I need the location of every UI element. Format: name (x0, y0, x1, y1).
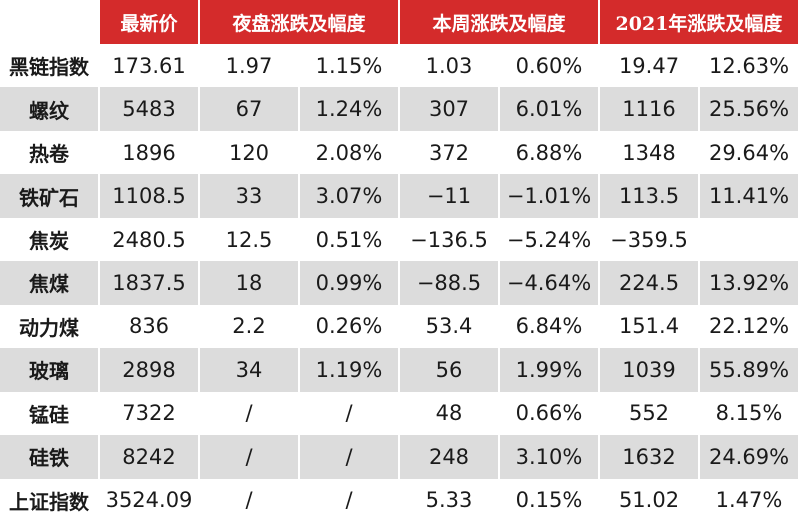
table-cell: 1.47% (700, 478, 800, 522)
table-cell: 836 (100, 304, 200, 349)
table-cell: 18 (200, 261, 300, 305)
table-cell: / (200, 478, 300, 522)
table-cell: 5.33 (400, 478, 500, 522)
table-cell: −4.64% (500, 261, 600, 305)
table-cell: 248 (400, 435, 500, 479)
table-cell: 1632 (600, 435, 700, 479)
table-cell: 6.84% (500, 304, 600, 349)
table-cell: 1837.5 (100, 261, 200, 305)
table-cell: 25.56% (700, 87, 800, 131)
header-cell: 本周涨跌及幅度 (400, 0, 600, 44)
table-cell: 1.24% (300, 87, 400, 131)
table-cell: 7322 (100, 391, 200, 436)
table-cell: 3.07% (300, 174, 400, 218)
table-cell: / (300, 391, 400, 436)
table-cell: 12.63% (700, 44, 800, 88)
table-cell: 1108.5 (100, 174, 200, 218)
header-cell: 2021年涨跌及幅度 (600, 0, 800, 44)
row-label: 锰硅 (0, 391, 100, 436)
table-cell: 8.15% (700, 391, 800, 436)
table-cell: −359.5 (600, 217, 700, 262)
table-cell: −5.24% (500, 217, 600, 262)
header-corner (0, 0, 100, 44)
table-cell: 224.5 (600, 261, 700, 305)
row-label: 铁矿石 (0, 174, 100, 218)
table-cell: 67 (200, 87, 300, 131)
table-cell: 8242 (100, 435, 200, 479)
table-cell: 151.4 (600, 304, 700, 349)
table-cell: 1.99% (500, 348, 600, 392)
table-cell: 1.97 (200, 44, 300, 88)
header-cell: 夜盘涨跌及幅度 (200, 0, 400, 44)
table-cell: −11 (400, 174, 500, 218)
table-cell: 1.19% (300, 348, 400, 392)
table-cell: 1348 (600, 130, 700, 175)
row-label: 玻璃 (0, 348, 100, 392)
table-cell: 2480.5 (100, 217, 200, 262)
table-cell: 1039 (600, 348, 700, 392)
table-cell: 6.88% (500, 130, 600, 175)
table-cell: 372 (400, 130, 500, 175)
table-cell: 55.89% (700, 348, 800, 392)
table-cell: 53.4 (400, 304, 500, 349)
header-cell: 最新价 (100, 0, 200, 44)
table-cell: −88.5 (400, 261, 500, 305)
table-cell: / (300, 435, 400, 479)
table-cell: 5483 (100, 87, 200, 131)
table-cell: 48 (400, 391, 500, 436)
table-cell: 29.64% (700, 130, 800, 175)
table-cell: 12.5 (200, 217, 300, 262)
table-cell: −136.5 (400, 217, 500, 262)
table-cell: / (300, 478, 400, 522)
table-cell: −1.01% (500, 174, 600, 218)
table-cell: / (200, 391, 300, 436)
table-cell: 13.92% (700, 261, 800, 305)
table-cell: 0.60% (500, 44, 600, 88)
table-cell: 11.41% (700, 174, 800, 218)
table-cell: 0.66% (500, 391, 600, 436)
table-cell: 1116 (600, 87, 700, 131)
table-cell: 1.03 (400, 44, 500, 88)
table-cell: 33 (200, 174, 300, 218)
table-cell: 19.47 (600, 44, 700, 88)
table-cell: 0.51% (300, 217, 400, 262)
table-cell: 56 (400, 348, 500, 392)
table-cell: 120 (200, 130, 300, 175)
table-cell: 24.69% (700, 435, 800, 479)
row-label: 动力煤 (0, 304, 100, 349)
table-cell: 2.08% (300, 130, 400, 175)
table-cell: 0.15% (500, 478, 600, 522)
row-label: 硅铁 (0, 435, 100, 479)
table-cell: 34 (200, 348, 300, 392)
table-cell: 1.15% (300, 44, 400, 88)
row-label: 螺纹 (0, 87, 100, 131)
table-cell: 113.5 (600, 174, 700, 218)
table-cell: 22.12% (700, 304, 800, 349)
table-cell: 0.26% (300, 304, 400, 349)
row-label: 黑链指数 (0, 44, 100, 88)
table-cell (700, 217, 800, 262)
table-cell: 2898 (100, 348, 200, 392)
table-cell: 2.2 (200, 304, 300, 349)
table-cell: 3.10% (500, 435, 600, 479)
table-cell: / (200, 435, 300, 479)
table-cell: 552 (600, 391, 700, 436)
table-cell: 6.01% (500, 87, 600, 131)
table-cell: 1896 (100, 130, 200, 175)
row-label: 焦煤 (0, 261, 100, 305)
table-cell: 307 (400, 87, 500, 131)
table-cell: 51.02 (600, 478, 700, 522)
row-label: 上证指数 (0, 478, 100, 522)
row-label: 焦炭 (0, 217, 100, 262)
table-cell: 173.61 (100, 44, 200, 88)
row-label: 热卷 (0, 130, 100, 175)
table-cell: 3524.09 (100, 478, 200, 522)
table-cell: 0.99% (300, 261, 400, 305)
